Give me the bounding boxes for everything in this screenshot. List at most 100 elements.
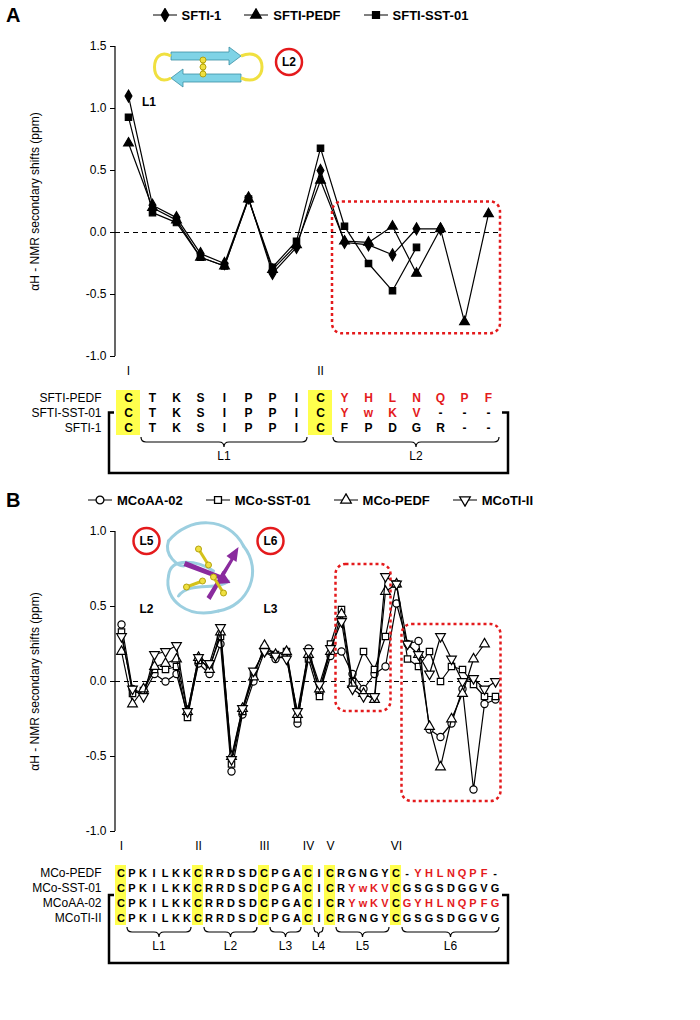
- svg-text:C: C: [326, 882, 334, 894]
- svg-text:D: D: [227, 867, 235, 879]
- svg-text:P: P: [271, 882, 278, 894]
- svg-text:L2: L2: [139, 602, 153, 616]
- svg-text:w: w: [358, 897, 368, 909]
- svg-text:G: G: [370, 867, 379, 879]
- svg-text:1.5: 1.5: [90, 39, 107, 53]
- svg-text:S: S: [414, 882, 421, 894]
- svg-text:T: T: [149, 421, 157, 435]
- svg-text:S: S: [196, 421, 204, 435]
- svg-text:C: C: [392, 882, 400, 894]
- svg-text:P: P: [469, 867, 476, 879]
- svg-text:Y: Y: [381, 867, 389, 879]
- svg-text:I: I: [317, 867, 320, 879]
- svg-text:G: G: [282, 897, 291, 909]
- svg-text:G: G: [403, 897, 412, 909]
- svg-text:L1: L1: [217, 449, 231, 463]
- svg-text:P: P: [271, 867, 278, 879]
- svg-text:H: H: [425, 867, 433, 879]
- svg-text:C: C: [326, 867, 334, 879]
- svg-text:L3: L3: [263, 602, 277, 616]
- svg-text:N: N: [359, 867, 367, 879]
- svg-text:L4: L4: [312, 939, 326, 953]
- svg-text:G: G: [469, 882, 478, 894]
- svg-text:I: I: [223, 421, 226, 435]
- svg-text:D: D: [227, 882, 235, 894]
- svg-text:P: P: [128, 912, 135, 924]
- svg-text:C: C: [304, 882, 312, 894]
- svg-text:Q: Q: [436, 391, 445, 405]
- svg-text:K: K: [172, 391, 181, 405]
- svg-text:C: C: [326, 912, 334, 924]
- svg-text:C: C: [392, 912, 400, 924]
- svg-text:C: C: [316, 406, 325, 420]
- svg-text:0.5: 0.5: [90, 163, 107, 177]
- svg-text:C: C: [392, 867, 400, 879]
- svg-text:L1: L1: [142, 95, 156, 109]
- svg-text:P: P: [271, 897, 278, 909]
- svg-text:P: P: [460, 391, 468, 405]
- svg-text:L2: L2: [282, 55, 296, 69]
- svg-text:P: P: [244, 406, 252, 420]
- svg-text:K: K: [139, 882, 147, 894]
- svg-text:A: A: [293, 912, 301, 924]
- svg-text:K: K: [172, 421, 181, 435]
- svg-text:Y: Y: [348, 882, 356, 894]
- svg-text:L: L: [162, 882, 169, 894]
- svg-text:Y: Y: [348, 897, 356, 909]
- svg-text:A: A: [293, 882, 301, 894]
- svg-text:R: R: [436, 421, 445, 435]
- svg-text:αH - NMR secondary shifts (ppm: αH - NMR secondary shifts (ppm): [28, 592, 42, 770]
- svg-text:MCoAA-02: MCoAA-02: [43, 896, 102, 910]
- svg-text:L5: L5: [356, 939, 370, 953]
- svg-text:SFTI-SST-01: SFTI-SST-01: [31, 406, 101, 420]
- svg-text:C: C: [316, 391, 325, 405]
- svg-text:-: -: [405, 867, 409, 879]
- svg-text:K: K: [139, 912, 147, 924]
- svg-text:K: K: [370, 882, 378, 894]
- svg-text:G: G: [403, 912, 412, 924]
- svg-text:G: G: [282, 882, 291, 894]
- svg-text:V: V: [381, 882, 389, 894]
- svg-text:H: H: [425, 897, 433, 909]
- svg-text:S: S: [436, 882, 443, 894]
- svg-text:-: -: [439, 406, 443, 420]
- svg-text:C: C: [260, 897, 268, 909]
- svg-text:C: C: [194, 867, 202, 879]
- svg-text:C: C: [392, 897, 400, 909]
- svg-text:G: G: [370, 912, 379, 924]
- svg-text:-: -: [487, 406, 491, 420]
- svg-text:I: I: [295, 391, 298, 405]
- svg-text:Y: Y: [414, 897, 422, 909]
- svg-text:L2: L2: [224, 939, 238, 953]
- svg-text:αH - NMR secondary shifts (ppm: αH - NMR secondary shifts (ppm): [28, 112, 42, 290]
- svg-text:SFTI-1: SFTI-1: [65, 421, 102, 435]
- svg-text:R: R: [205, 867, 213, 879]
- svg-text:D: D: [447, 882, 455, 894]
- svg-text:C: C: [194, 882, 202, 894]
- svg-text:D: D: [249, 867, 257, 879]
- svg-text:G: G: [403, 882, 412, 894]
- svg-text:L: L: [162, 912, 169, 924]
- svg-text:-1.0: -1.0: [86, 349, 107, 363]
- svg-text:L6: L6: [444, 939, 458, 953]
- svg-text:MCo-SST-01: MCo-SST-01: [32, 881, 102, 895]
- svg-text:S: S: [238, 912, 245, 924]
- svg-text:C: C: [326, 897, 334, 909]
- svg-text:S: S: [436, 912, 443, 924]
- svg-text:K: K: [172, 867, 180, 879]
- svg-text:IV: IV: [303, 839, 314, 853]
- svg-text:R: R: [216, 912, 224, 924]
- svg-text:-0.5: -0.5: [86, 287, 107, 301]
- svg-text:H: H: [364, 391, 373, 405]
- svg-text:P: P: [268, 406, 276, 420]
- svg-text:L3: L3: [279, 939, 293, 953]
- svg-text:G: G: [469, 912, 478, 924]
- svg-text:0.0: 0.0: [90, 674, 107, 688]
- svg-text:0.0: 0.0: [90, 225, 107, 239]
- svg-text:C: C: [194, 897, 202, 909]
- svg-text:F: F: [481, 897, 488, 909]
- svg-text:w: w: [363, 406, 374, 420]
- svg-text:I: I: [223, 406, 226, 420]
- svg-text:K: K: [183, 882, 191, 894]
- svg-text:Y: Y: [340, 406, 348, 420]
